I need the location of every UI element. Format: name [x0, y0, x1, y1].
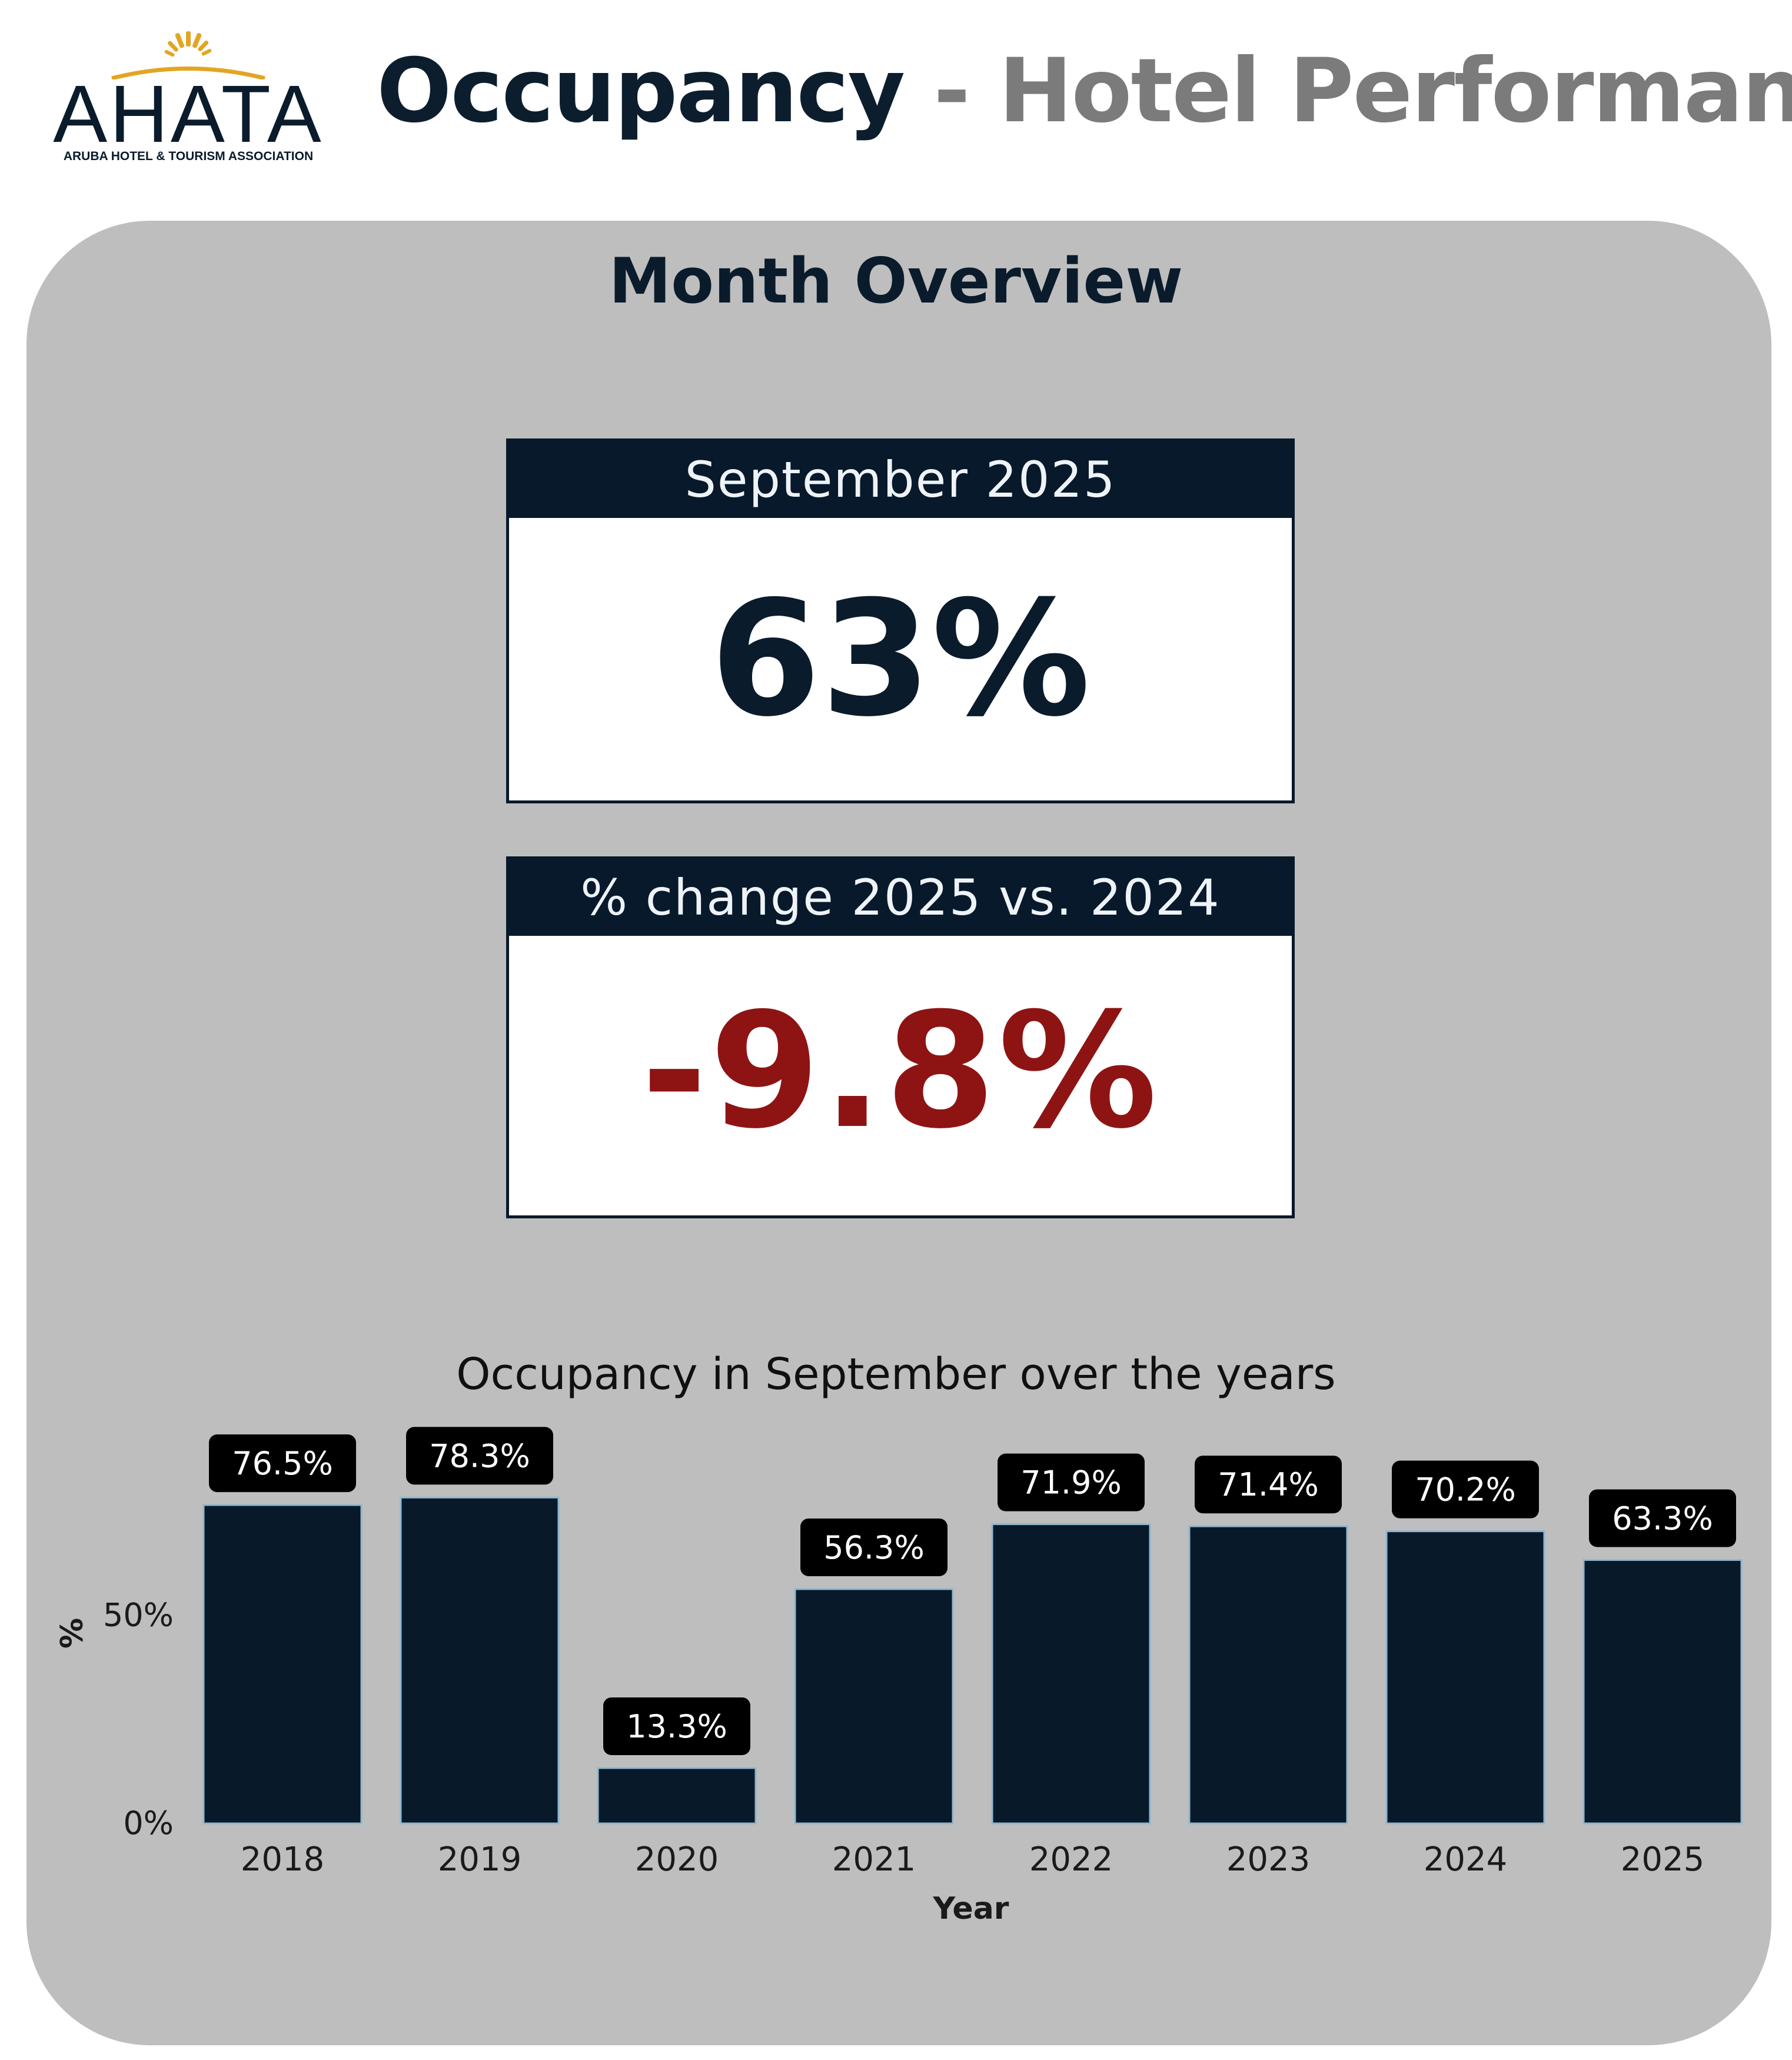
- page-header: AHATA ARUBA HOTEL & TOURISM ASSOCIATION …: [0, 0, 1792, 194]
- data-label-2023: 71.4%: [1218, 1466, 1319, 1503]
- data-label-2019: 78.3%: [429, 1437, 530, 1474]
- current-occupancy-value: 63%: [710, 566, 1091, 752]
- data-label-box-2023: [1195, 1456, 1342, 1514]
- x-tick-2020: 2020: [635, 1840, 719, 1879]
- logo-wordmark: AHATA: [53, 69, 324, 160]
- data-label-box-2019: [406, 1427, 553, 1485]
- x-tick-2025: 2025: [1621, 1840, 1705, 1879]
- x-tick-2019: 2019: [438, 1840, 522, 1879]
- page-title-rest: - Hotel Performance S: [933, 40, 1792, 142]
- data-label-2024: 70.2%: [1415, 1471, 1516, 1509]
- data-label-box-2021: [800, 1518, 947, 1576]
- data-label-box-2025: [1589, 1489, 1736, 1547]
- x-tick-2024: 2024: [1424, 1840, 1508, 1879]
- data-label-2022: 71.9%: [1020, 1464, 1122, 1501]
- x-tick-2022: 2022: [1029, 1840, 1113, 1879]
- bar-2018: [202, 1504, 363, 1825]
- x-axis-label: Year: [933, 1891, 1009, 1926]
- current-occupancy-label: September 2025: [509, 441, 1292, 518]
- data-label-2021: 56.3%: [823, 1529, 925, 1566]
- bar-2021: [794, 1588, 954, 1825]
- x-tick-2018: 2018: [241, 1840, 325, 1879]
- bar-2024: [1385, 1530, 1545, 1825]
- current-occupancy-card: September 2025 63%: [506, 438, 1295, 803]
- change-value: -9.8%: [641, 978, 1160, 1164]
- ahata-logo: AHATA ARUBA HOTEL & TOURISM ASSOCIATION: [24, 26, 353, 174]
- bar-2020: [597, 1767, 757, 1825]
- y-tick-50: 50%: [103, 1597, 174, 1634]
- data-label-2025: 63.3%: [1612, 1500, 1713, 1537]
- change-card: % change 2025 vs. 2024 -9.8%: [506, 856, 1295, 1218]
- bar-2019: [400, 1496, 560, 1825]
- data-label-2020: 13.3%: [626, 1708, 727, 1745]
- chart-title: Occupancy in September over the years: [456, 1349, 1336, 1400]
- y-axis-label: %: [55, 1618, 90, 1649]
- page-title: Occupancy - Hotel Performance S: [377, 47, 1792, 135]
- data-label-box-2018: [209, 1434, 356, 1493]
- data-label-2018: 76.5%: [232, 1445, 333, 1482]
- sun-rays-icon: [111, 31, 265, 79]
- page-title-main: Occupancy: [377, 40, 905, 142]
- y-tick-0: 0%: [123, 1805, 174, 1842]
- data-label-box-2022: [998, 1453, 1145, 1511]
- logo-subtitle: ARUBA HOTEL & TOURISM ASSOCIATION: [63, 149, 314, 163]
- bar-2022: [991, 1523, 1151, 1825]
- change-label: % change 2025 vs. 2024: [509, 859, 1292, 936]
- data-label-box-2024: [1392, 1460, 1539, 1519]
- bar-2025: [1582, 1559, 1743, 1825]
- data-label-box-2020: [603, 1697, 750, 1755]
- x-tick-2021: 2021: [832, 1840, 916, 1879]
- overview-title: Month Overview: [609, 245, 1183, 317]
- bar-2023: [1188, 1525, 1348, 1825]
- x-tick-2023: 2023: [1226, 1840, 1311, 1879]
